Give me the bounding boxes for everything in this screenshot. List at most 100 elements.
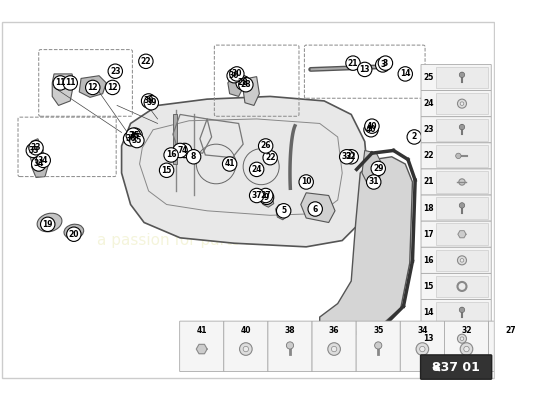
Circle shape — [376, 58, 390, 72]
Text: 5: 5 — [281, 206, 286, 215]
Text: 24: 24 — [424, 99, 434, 108]
FancyBboxPatch shape — [421, 64, 491, 90]
Circle shape — [230, 67, 244, 81]
Text: 40: 40 — [240, 326, 251, 335]
Polygon shape — [79, 76, 106, 97]
Bar — [436, 250, 488, 271]
Circle shape — [164, 148, 178, 162]
Circle shape — [460, 337, 464, 340]
Text: 40: 40 — [366, 125, 376, 134]
Circle shape — [222, 157, 237, 171]
Circle shape — [53, 76, 68, 90]
Circle shape — [459, 203, 465, 208]
Circle shape — [398, 67, 412, 81]
FancyBboxPatch shape — [421, 247, 491, 273]
Text: 25: 25 — [424, 73, 433, 82]
Circle shape — [459, 72, 465, 78]
Polygon shape — [276, 204, 288, 220]
Circle shape — [178, 143, 192, 158]
Circle shape — [41, 217, 55, 232]
Circle shape — [339, 150, 354, 164]
Text: 34: 34 — [34, 160, 44, 168]
Text: 14: 14 — [400, 70, 410, 78]
Circle shape — [458, 99, 466, 108]
Text: 41: 41 — [196, 326, 207, 335]
Text: 3: 3 — [380, 60, 386, 70]
Bar — [436, 145, 488, 167]
Circle shape — [144, 96, 158, 110]
Text: 27: 27 — [260, 191, 271, 200]
Circle shape — [364, 122, 378, 137]
Polygon shape — [196, 344, 207, 354]
Text: 11: 11 — [55, 78, 65, 88]
Circle shape — [420, 346, 425, 352]
Circle shape — [344, 150, 359, 164]
Text: 35: 35 — [130, 131, 140, 140]
Bar — [436, 171, 488, 193]
Text: 24: 24 — [251, 165, 262, 174]
FancyBboxPatch shape — [421, 90, 491, 117]
Circle shape — [86, 80, 100, 95]
Text: 28: 28 — [240, 80, 251, 89]
Circle shape — [250, 162, 264, 176]
Text: 23: 23 — [110, 67, 120, 76]
Circle shape — [31, 157, 46, 171]
Circle shape — [260, 190, 274, 204]
Circle shape — [459, 179, 465, 185]
Text: 21: 21 — [424, 178, 434, 186]
Text: 14: 14 — [424, 308, 434, 317]
Circle shape — [160, 163, 174, 178]
Circle shape — [416, 343, 428, 355]
Circle shape — [243, 346, 249, 352]
Circle shape — [460, 102, 464, 106]
Text: 39: 39 — [144, 96, 154, 106]
Polygon shape — [320, 157, 412, 335]
Text: 35: 35 — [131, 136, 142, 145]
FancyBboxPatch shape — [421, 326, 491, 352]
FancyBboxPatch shape — [400, 321, 444, 372]
Polygon shape — [243, 77, 260, 106]
Text: 30: 30 — [232, 70, 242, 78]
Text: 20: 20 — [69, 230, 79, 239]
FancyBboxPatch shape — [421, 117, 491, 143]
Text: 19: 19 — [42, 220, 53, 229]
Circle shape — [236, 76, 250, 90]
Circle shape — [106, 80, 120, 95]
Polygon shape — [228, 72, 243, 96]
Circle shape — [459, 307, 465, 312]
Circle shape — [456, 153, 461, 158]
Circle shape — [346, 56, 360, 70]
Text: 837 01: 837 01 — [432, 361, 480, 374]
Bar — [436, 302, 488, 323]
Text: 40: 40 — [367, 122, 377, 131]
Circle shape — [36, 153, 51, 168]
Text: 16: 16 — [424, 256, 434, 265]
Polygon shape — [458, 231, 466, 238]
Circle shape — [464, 346, 469, 352]
Ellipse shape — [64, 224, 84, 239]
Bar — [436, 119, 488, 140]
Text: 2: 2 — [411, 132, 417, 142]
Polygon shape — [31, 152, 48, 178]
Text: 3: 3 — [383, 59, 388, 68]
Bar — [436, 67, 488, 88]
Text: 26: 26 — [260, 142, 271, 150]
Text: 21: 21 — [348, 59, 358, 68]
Text: 34: 34 — [417, 326, 427, 335]
Circle shape — [365, 119, 379, 133]
Bar — [436, 224, 488, 245]
Text: 27: 27 — [505, 326, 516, 335]
Text: 34: 34 — [38, 156, 48, 165]
Circle shape — [123, 132, 138, 146]
Circle shape — [29, 140, 43, 155]
Text: 11: 11 — [65, 78, 75, 88]
Circle shape — [460, 343, 473, 355]
Polygon shape — [29, 139, 43, 164]
Circle shape — [239, 78, 253, 92]
FancyBboxPatch shape — [421, 300, 491, 326]
Polygon shape — [52, 74, 74, 106]
Polygon shape — [122, 96, 369, 247]
Text: 28: 28 — [238, 78, 249, 88]
Circle shape — [173, 143, 188, 158]
Ellipse shape — [37, 213, 62, 232]
